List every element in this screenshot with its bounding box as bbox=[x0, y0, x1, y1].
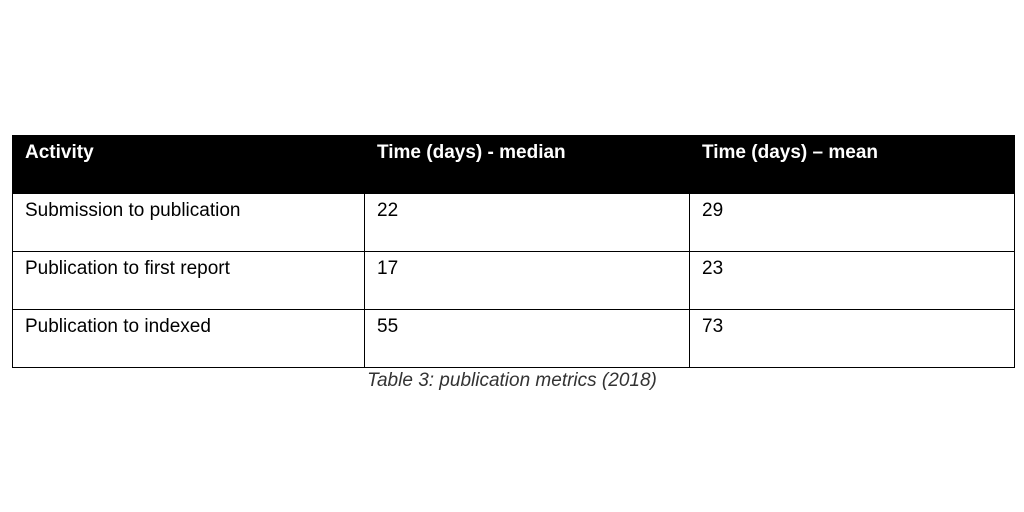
cell-mean: 73 bbox=[689, 309, 1015, 368]
header-activity: Activity bbox=[12, 135, 365, 194]
header-row: Activity Time (days) - median Time (days… bbox=[12, 135, 1015, 194]
table-row: Submission to publication 22 29 bbox=[12, 193, 1015, 252]
header-mean: Time (days) – mean bbox=[689, 135, 1015, 194]
cell-median: 22 bbox=[364, 193, 690, 252]
table-caption: Table 3: publication metrics (2018) bbox=[367, 370, 657, 391]
cell-activity: Publication to indexed bbox=[12, 309, 365, 368]
cell-median: 17 bbox=[364, 251, 690, 310]
cell-activity: Submission to publication bbox=[12, 193, 365, 252]
header-median: Time (days) - median bbox=[364, 135, 690, 194]
cell-median: 55 bbox=[364, 309, 690, 368]
table-row: Publication to indexed 55 73 bbox=[12, 309, 1015, 368]
publication-metrics-table: Activity Time (days) - median Time (days… bbox=[12, 135, 1015, 368]
cell-mean: 29 bbox=[689, 193, 1015, 252]
table-row: Publication to first report 17 23 bbox=[12, 251, 1015, 310]
cell-mean: 23 bbox=[689, 251, 1015, 310]
cell-activity: Publication to first report bbox=[12, 251, 365, 310]
